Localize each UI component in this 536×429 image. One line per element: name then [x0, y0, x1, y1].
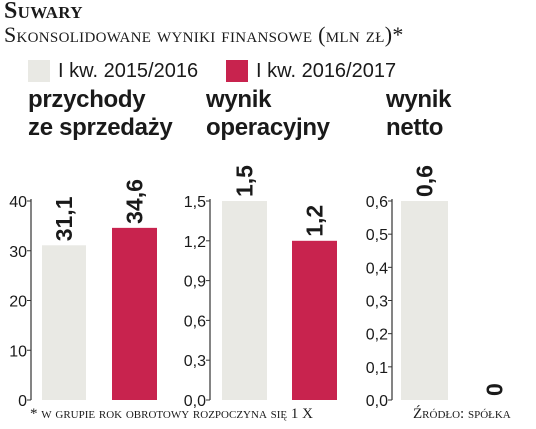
bar-net-1 — [401, 201, 448, 400]
y-tick-label-revenue-1: 10 — [9, 343, 27, 360]
y-tick-label-revenue-2: 20 — [9, 294, 27, 311]
value-label-revenue-1: 31,1 — [51, 196, 77, 241]
bar-revenue-2 — [112, 227, 157, 400]
legend-label-2015: I kw. 2015/2016 — [58, 59, 199, 82]
value-label-revenue-2: 34,6 — [122, 179, 148, 224]
panel-title-revenue: przychody ze sprzedaży — [28, 86, 173, 142]
y-tick-label-net-2: 0,2 — [366, 327, 388, 344]
value-label-operating-1: 1,5 — [232, 165, 258, 197]
y-tick-label-revenue-0: 0 — [18, 393, 27, 410]
value-label-net-1: 0,6 — [412, 165, 438, 197]
y-tick-label-operating-2: 0,6 — [184, 313, 206, 330]
panel-title-operating-line2: operacyjny — [206, 114, 330, 141]
chart-title: Suwary — [4, 0, 83, 24]
y-tick-label-net-3: 0,3 — [366, 294, 388, 311]
y-tick-label-operating-1: 0,3 — [184, 353, 206, 370]
value-label-operating-2: 1,2 — [302, 205, 328, 237]
bar-operating-2 — [292, 240, 337, 400]
y-tick-label-net-0: 0,0 — [366, 393, 388, 410]
panel-title-net-line2: netto — [386, 114, 444, 141]
legend-label-2016: I kw. 2016/2017 — [256, 59, 397, 82]
legend-swatch-2015 — [28, 60, 50, 82]
y-tick-label-revenue-3: 30 — [9, 244, 27, 261]
legend-swatch-2016 — [226, 60, 248, 82]
y-tick-label-net-5: 0,5 — [366, 227, 388, 244]
panel-title-revenue-line1: przychody — [28, 86, 146, 113]
chart-subtitle: Skonsolidowane wyniki finansowe (mln zł)… — [4, 22, 404, 47]
y-tick-label-operating-0: 0,0 — [184, 393, 206, 410]
legend-item-2015: I kw. 2015/2016 — [28, 58, 198, 84]
y-tick-label-revenue-4: 40 — [9, 194, 27, 211]
y-tick-label-net-1: 0,1 — [366, 360, 388, 377]
y-tick-label-net-4: 0,4 — [366, 260, 388, 277]
value-label-net-2: 0 — [482, 383, 508, 396]
y-tick-label-operating-4: 1,2 — [184, 234, 206, 251]
bar-revenue-1 — [42, 245, 86, 400]
panel-title-operating-line1: wynik — [206, 86, 272, 113]
panel-title-revenue-line2: ze sprzedaży — [28, 114, 173, 141]
y-tick-label-net-6: 0,6 — [366, 194, 388, 211]
panel-title-operating: wynik operacyjny — [206, 86, 330, 142]
y-tick-label-operating-5: 1,5 — [184, 194, 206, 211]
source-note: Źródło: spółka — [413, 406, 511, 422]
y-tick-label-operating-3: 0,9 — [184, 274, 206, 291]
panel-title-net-line1: wynik — [386, 86, 452, 113]
bar-operating-1 — [222, 201, 267, 400]
footnote: * w grupie rok obrotowy rozpoczyna się 1… — [30, 406, 313, 422]
legend-item-2016: I kw. 2016/2017 — [226, 58, 396, 84]
panel-title-net: wynik netto — [386, 86, 452, 142]
